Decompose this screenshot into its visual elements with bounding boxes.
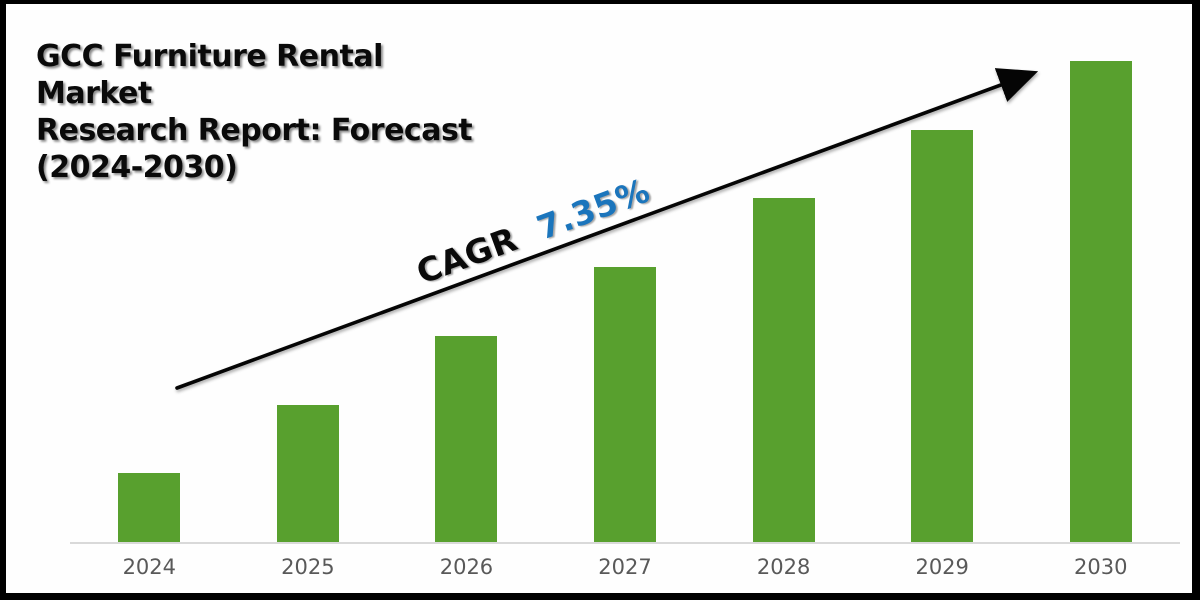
plot-area [70,61,1180,544]
bar-2029 [911,129,974,542]
x-tick-label-2026: 2026 [439,555,494,579]
x-tick-label-2025: 2025 [281,555,335,579]
x-tick-label-2027: 2027 [598,555,652,579]
bar-2024 [118,473,181,542]
bar-2026 [435,335,498,542]
x-tick-label-2024: 2024 [122,555,177,579]
bar-2025 [276,404,339,542]
bar-column-2027 [546,61,705,542]
bar-chart: 2024 2025 2026 2027 2028 2029 2030 [70,61,1180,579]
bar-column-2025 [229,61,388,542]
slide-canvas: GCC Furniture Rental Market Research Rep… [6,4,1192,593]
bar-column-2024 [70,61,229,542]
bar-column-2026 [387,61,546,542]
bar-2028 [752,198,815,542]
x-tick-label-2029: 2029 [915,555,969,579]
bar-2027 [594,267,657,542]
chart-title-line-1: GCC Furniture Rental Market [36,39,383,111]
x-axis-labels: 2024 2025 2026 2027 2028 2029 2030 [70,555,1180,579]
x-tick-label-2030: 2030 [1074,555,1128,579]
bar-column-2028 [704,61,863,542]
bar-2030 [1069,61,1132,542]
bar-column-2029 [863,61,1022,542]
x-tick-label-2028: 2028 [756,555,811,579]
bar-column-2030 [1021,61,1180,542]
